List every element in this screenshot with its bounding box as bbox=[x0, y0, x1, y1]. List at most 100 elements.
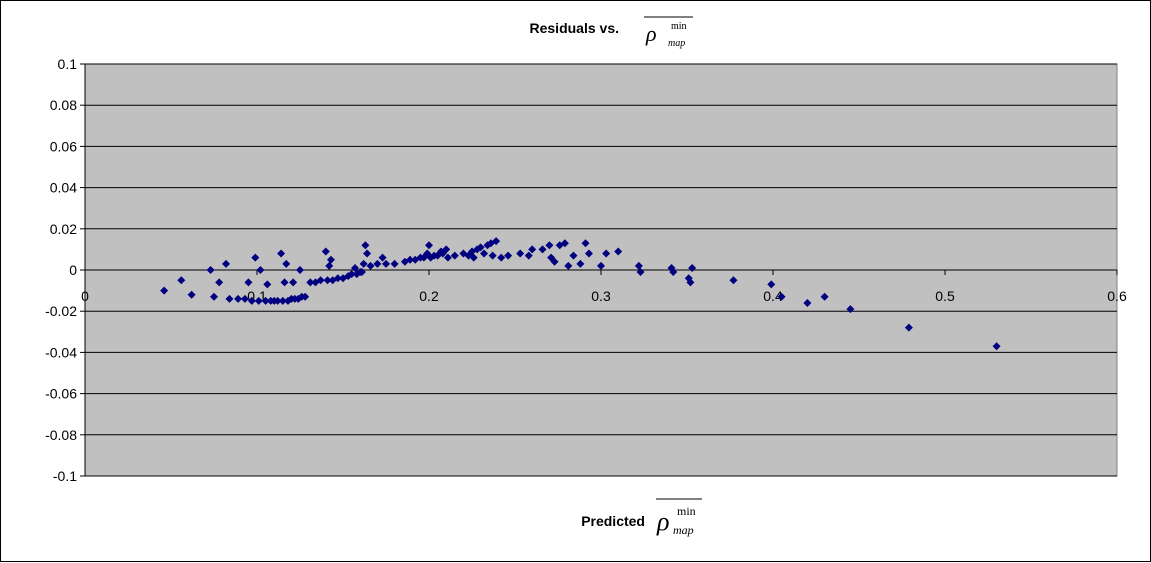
data-point bbox=[347, 270, 356, 279]
x-axis-label-subscript: map bbox=[673, 523, 694, 537]
data-point bbox=[442, 245, 451, 254]
data-point bbox=[803, 298, 812, 307]
x-axis-label-superscript: min bbox=[677, 504, 696, 518]
data-point bbox=[528, 245, 537, 254]
data-point bbox=[277, 249, 286, 258]
data-point bbox=[254, 296, 263, 305]
data-point bbox=[247, 296, 256, 305]
data-point bbox=[425, 241, 433, 250]
data-point bbox=[443, 253, 452, 262]
y-tick-label: -0.1 bbox=[53, 468, 77, 484]
title-subscript: map bbox=[668, 38, 685, 49]
data-point bbox=[516, 249, 525, 258]
data-point bbox=[326, 255, 335, 264]
data-point bbox=[357, 268, 366, 277]
data-point bbox=[669, 268, 678, 277]
data-point bbox=[426, 253, 435, 262]
data-point bbox=[351, 263, 360, 272]
data-point bbox=[251, 253, 260, 262]
data-point bbox=[215, 278, 224, 287]
data-point bbox=[363, 249, 372, 258]
data-point bbox=[688, 263, 697, 272]
data-point bbox=[206, 266, 215, 274]
data-point bbox=[361, 241, 370, 250]
data-point bbox=[846, 305, 855, 314]
data-point bbox=[602, 249, 611, 258]
y-tick-label: 0.04 bbox=[50, 180, 77, 196]
data-point bbox=[614, 247, 623, 256]
data-point bbox=[160, 286, 169, 295]
data-point bbox=[321, 247, 330, 256]
data-point bbox=[820, 292, 829, 301]
data-point bbox=[524, 251, 533, 260]
data-point bbox=[187, 290, 196, 299]
data-point bbox=[406, 255, 415, 264]
data-point bbox=[545, 241, 554, 250]
y-tick-label: 0 bbox=[69, 262, 77, 278]
y-tick-label: 0.1 bbox=[58, 56, 78, 72]
chart-title: Residuals vs. ρ min map bbox=[530, 16, 693, 49]
data-point bbox=[316, 276, 325, 285]
data-point bbox=[378, 253, 387, 262]
data-point bbox=[469, 253, 478, 262]
chart-title-prefix: Residuals vs. bbox=[530, 20, 620, 36]
y-tick-label: -0.08 bbox=[45, 427, 77, 443]
title-symbol: ρ bbox=[645, 21, 657, 46]
data-point bbox=[686, 278, 695, 287]
data-point bbox=[569, 251, 578, 260]
data-point bbox=[492, 237, 501, 246]
data-point bbox=[301, 292, 310, 301]
x-tick-label: 0.6 bbox=[1107, 288, 1127, 304]
data-point bbox=[636, 268, 645, 277]
y-tick-label: 0.02 bbox=[50, 221, 77, 237]
data-point bbox=[373, 259, 382, 268]
gridlines bbox=[85, 63, 1117, 477]
data-point bbox=[234, 294, 243, 303]
data-point bbox=[256, 266, 265, 274]
data-point bbox=[560, 239, 569, 248]
data-point bbox=[504, 251, 513, 260]
data-point bbox=[538, 245, 547, 254]
data-point bbox=[497, 253, 506, 262]
x-axis-label: Predicted ρ min map bbox=[581, 498, 702, 537]
y-tick-label: 0.06 bbox=[50, 138, 77, 154]
data-point bbox=[323, 276, 332, 285]
data-point bbox=[289, 278, 298, 287]
data-point bbox=[729, 276, 738, 285]
data-point bbox=[767, 280, 776, 289]
data-point bbox=[634, 261, 643, 270]
data-point bbox=[550, 257, 559, 266]
data-points bbox=[160, 237, 1001, 351]
data-point bbox=[576, 259, 585, 268]
title-superscript: min bbox=[671, 21, 687, 32]
data-point bbox=[476, 243, 485, 252]
y-tick-label: -0.06 bbox=[45, 386, 77, 402]
data-point bbox=[904, 323, 913, 332]
data-point bbox=[325, 261, 334, 270]
data-point bbox=[366, 261, 375, 270]
x-axis-tick-labels: 0 0.1 0.2 0.3 0.4 0.5 0.6 bbox=[81, 288, 1127, 304]
data-point bbox=[597, 261, 605, 270]
data-point bbox=[225, 294, 234, 303]
data-point bbox=[282, 259, 291, 268]
x-tick-label: 0.3 bbox=[591, 288, 611, 304]
data-point bbox=[584, 249, 593, 258]
x-tick-label: 0.2 bbox=[419, 288, 439, 304]
x-axis-label-symbol: ρ bbox=[656, 507, 669, 536]
data-point bbox=[222, 259, 231, 268]
data-point bbox=[382, 259, 390, 268]
x-tick-label: 0.4 bbox=[763, 288, 783, 304]
data-point bbox=[488, 251, 497, 260]
data-point bbox=[419, 253, 428, 262]
data-point bbox=[992, 342, 1001, 351]
data-point bbox=[177, 276, 186, 285]
x-tick-label: 0.5 bbox=[935, 288, 955, 304]
data-point bbox=[359, 259, 368, 268]
data-point bbox=[261, 296, 270, 305]
y-tick-label: -0.02 bbox=[45, 303, 77, 319]
data-point bbox=[240, 294, 249, 303]
x-tick-label: 0 bbox=[81, 288, 89, 304]
y-tick-label: -0.04 bbox=[45, 344, 77, 360]
